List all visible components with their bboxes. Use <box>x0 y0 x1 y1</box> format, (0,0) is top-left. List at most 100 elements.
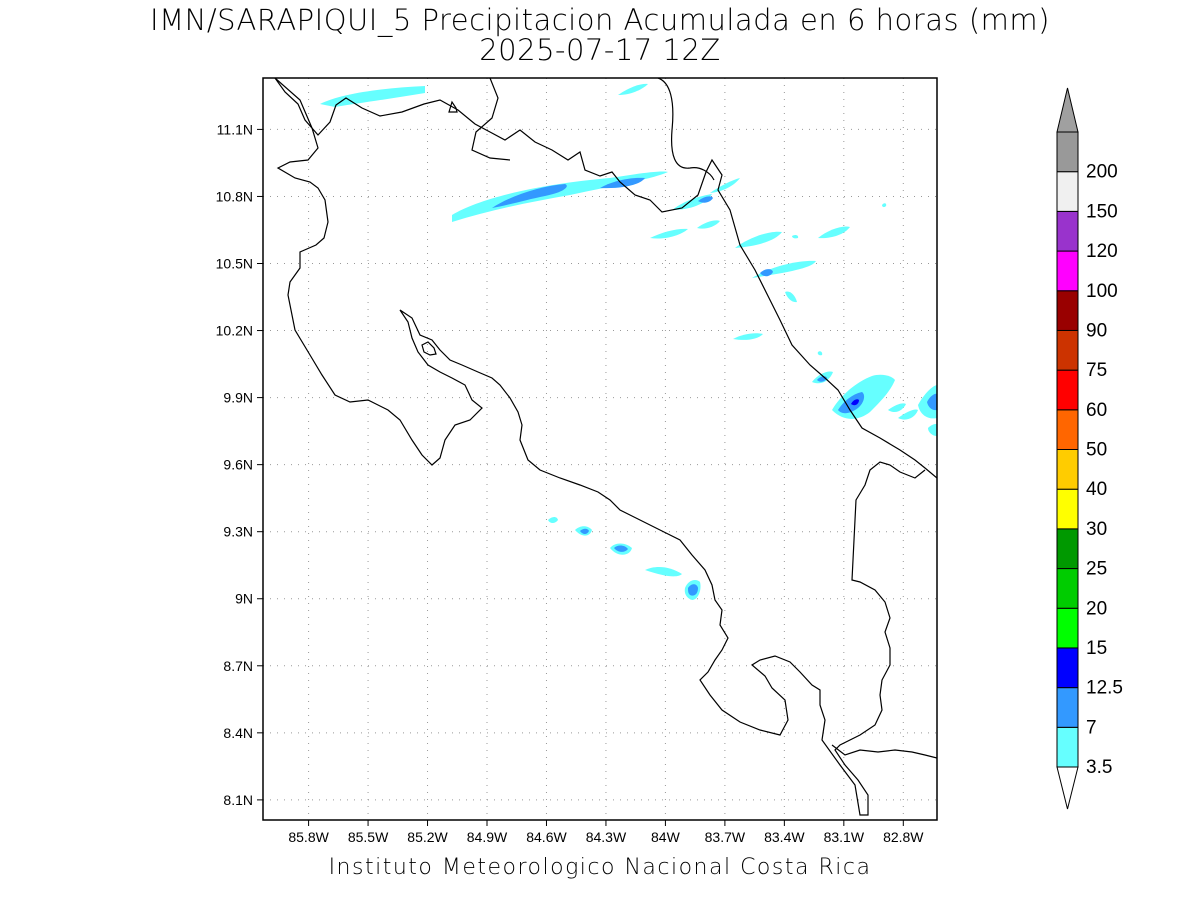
caribbean-coast-north <box>657 78 715 181</box>
y-tick-label: 9N <box>235 591 253 607</box>
colorbar-label: 60 <box>1086 400 1107 421</box>
x-tick-label: 84.9W <box>467 829 508 845</box>
precip-cell <box>614 545 628 552</box>
colorbar-label: 12.5 <box>1086 678 1123 699</box>
precip-cell <box>851 399 859 406</box>
lat-lon-grid <box>263 78 937 820</box>
precip-cell <box>785 291 797 303</box>
x-tick-label: 85.2W <box>407 829 448 845</box>
y-tick-label: 10.5N <box>216 256 253 272</box>
colorbar-label: 40 <box>1086 479 1107 500</box>
colorbar-segment <box>1056 726 1079 768</box>
y-tick-label: 8.7N <box>223 658 253 674</box>
colorbar-segment <box>1056 290 1079 331</box>
colorbar-upper-arrow <box>1056 87 1079 133</box>
map-title: IMN/SARAPIQUI_5 Precipitacion Acumulada … <box>150 3 1050 37</box>
nicoya-island <box>421 341 437 356</box>
precip-cell <box>898 409 918 420</box>
precip-cell <box>735 231 782 248</box>
colorbar-segment <box>1056 210 1079 252</box>
x-tick-label: 83.1W <box>824 829 865 845</box>
precip-medium <box>492 177 937 596</box>
colorbar-segment <box>1056 449 1079 490</box>
precip-cell <box>882 203 887 208</box>
precip-cell <box>710 178 740 193</box>
colorbar-segment <box>1056 568 1079 609</box>
precip-cell <box>760 269 773 277</box>
colorbar-label: 100 <box>1086 281 1118 302</box>
precip-cell <box>752 260 816 278</box>
colorbar-label: 25 <box>1086 559 1107 580</box>
colorbar-label: 150 <box>1086 201 1118 222</box>
precip-cell <box>600 177 645 189</box>
ometepe-island <box>448 100 458 113</box>
precip-cell <box>688 584 698 596</box>
y-tick-label: 10.2N <box>216 323 253 339</box>
colorbar-segment <box>1056 687 1079 728</box>
colorbar-label: 15 <box>1086 638 1107 659</box>
y-tick-label: 10.8N <box>216 188 253 204</box>
map-frame <box>262 77 938 821</box>
footer-credit: Instituto Meteorologico Nacional Costa R… <box>328 855 872 880</box>
x-tick-label: 84.6W <box>526 829 567 845</box>
x-tick-label: 85.5W <box>348 829 389 845</box>
colorbar-label: 90 <box>1086 320 1107 341</box>
colorbar-label: 20 <box>1086 598 1107 619</box>
x-tick-label: 84W <box>651 829 681 845</box>
precip-cell <box>818 226 850 239</box>
x-tick-label: 84.3W <box>586 829 627 845</box>
colorbar-label: 75 <box>1086 360 1107 381</box>
precip-light <box>320 83 937 600</box>
latitude-tick-labels: 11.1N 10.8N 10.5N 10.2N 9.9N 9.6N 9.3N 9N 8.7N 8.… <box>216 121 263 808</box>
pacific-coast-costa-rica <box>274 78 926 816</box>
colorbar-segment <box>1056 369 1079 411</box>
precip-cell <box>672 194 712 210</box>
colorbar-label: 50 <box>1086 440 1107 461</box>
colorbar-segment <box>1056 329 1079 371</box>
map-subtitle-datetime: 2025-07-17 12Z <box>479 33 721 67</box>
colorbar-segment <box>1056 171 1079 212</box>
colorbar-label: 120 <box>1086 241 1118 262</box>
colorbar-label: 200 <box>1086 162 1118 183</box>
precip-cell <box>928 424 937 436</box>
precip-cell <box>838 392 865 414</box>
y-tick-label: 9.3N <box>223 524 253 540</box>
colorbar-legend: 3.5 7 12.5 15 20 25 30 40 50 60 75 90 100 120 150 200 <box>1056 87 1123 810</box>
x-tick-label: 82.8W <box>883 829 924 845</box>
precip-cell <box>492 184 567 208</box>
colorbar-segment <box>1056 607 1079 649</box>
precip-cell <box>548 517 558 523</box>
colorbar-segment <box>1056 528 1079 570</box>
precip-cell <box>888 403 906 413</box>
precip-cell <box>733 333 763 340</box>
colorbar-label: 3.5 <box>1086 757 1112 778</box>
precip-cell <box>645 566 682 577</box>
lake-nicaragua-shore <box>471 78 511 161</box>
y-tick-label: 8.4N <box>223 725 253 741</box>
precip-heavy <box>851 399 859 406</box>
precip-cell <box>792 234 799 239</box>
colorbar-segment <box>1056 131 1079 173</box>
precip-cell <box>697 220 720 229</box>
x-tick-label: 85.8W <box>288 829 329 845</box>
longitude-tick-labels: 85.8W 85.5W 85.2W 84.9W 84.6W 84.3W 84W 83.7W 83… <box>288 820 924 845</box>
x-tick-label: 83.7W <box>705 829 746 845</box>
x-tick-label: 83.4W <box>764 829 805 845</box>
colorbar-segment <box>1056 488 1079 530</box>
precip-cell <box>927 393 937 411</box>
precip-cell <box>320 86 425 107</box>
colorbar-label: 7 <box>1086 717 1097 738</box>
coastlines <box>274 78 937 816</box>
colorbar-label: 30 <box>1086 519 1107 540</box>
precipitation-areas <box>320 83 937 600</box>
precip-cell <box>817 351 823 356</box>
colorbar-lower-arrow <box>1056 766 1079 810</box>
colorbar-segment <box>1056 409 1079 450</box>
precip-cell <box>650 228 688 239</box>
panama-border <box>831 744 937 759</box>
y-tick-label: 9.9N <box>223 390 253 406</box>
precip-cell <box>580 528 589 534</box>
y-tick-label: 9.6N <box>223 457 253 473</box>
colorbar-segment <box>1056 250 1079 292</box>
